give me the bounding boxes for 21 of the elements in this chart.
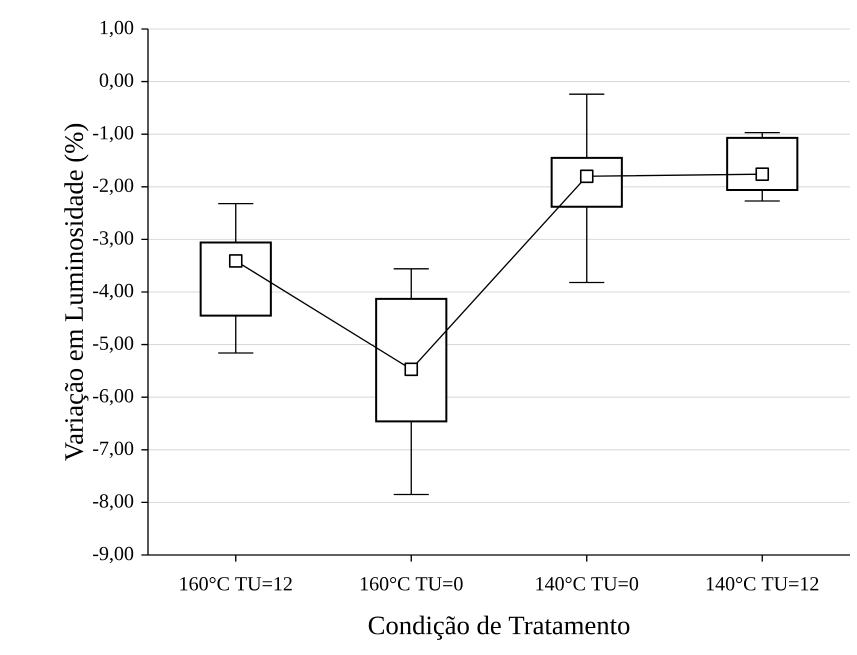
y-tick-label: -2,00	[93, 178, 134, 195]
y-tick-label: 0,00	[100, 73, 134, 90]
x-tick-label: 140°C TU=12	[706, 577, 818, 591]
y-tick-label: -5,00	[93, 336, 134, 353]
x-tick-label: 140°C TU=0	[536, 577, 638, 591]
point	[580, 169, 594, 184]
y-tick-label: -9,00	[93, 546, 134, 564]
y-tick-label: -7,00	[93, 442, 134, 458]
y-tick-label: -3,00	[93, 231, 134, 248]
y-tick-label: -8,00	[93, 494, 134, 511]
y-axis-title: Variação em Luminosidade (%)	[64, 124, 88, 461]
y-tick-label: -1,00	[93, 126, 134, 142]
y-tick-label: 1,00	[100, 20, 134, 38]
point	[404, 362, 418, 376]
x-axis-title: Condição de Tratamento	[368, 616, 630, 640]
y-tick-label: -6,00	[93, 389, 134, 406]
x-tick-label: 160°C TU=12	[180, 577, 292, 591]
x-tick-label: 160°C TU=0	[360, 577, 463, 591]
point	[755, 167, 770, 181]
y-tick-label: -4,00	[93, 284, 134, 300]
point	[228, 254, 243, 268]
